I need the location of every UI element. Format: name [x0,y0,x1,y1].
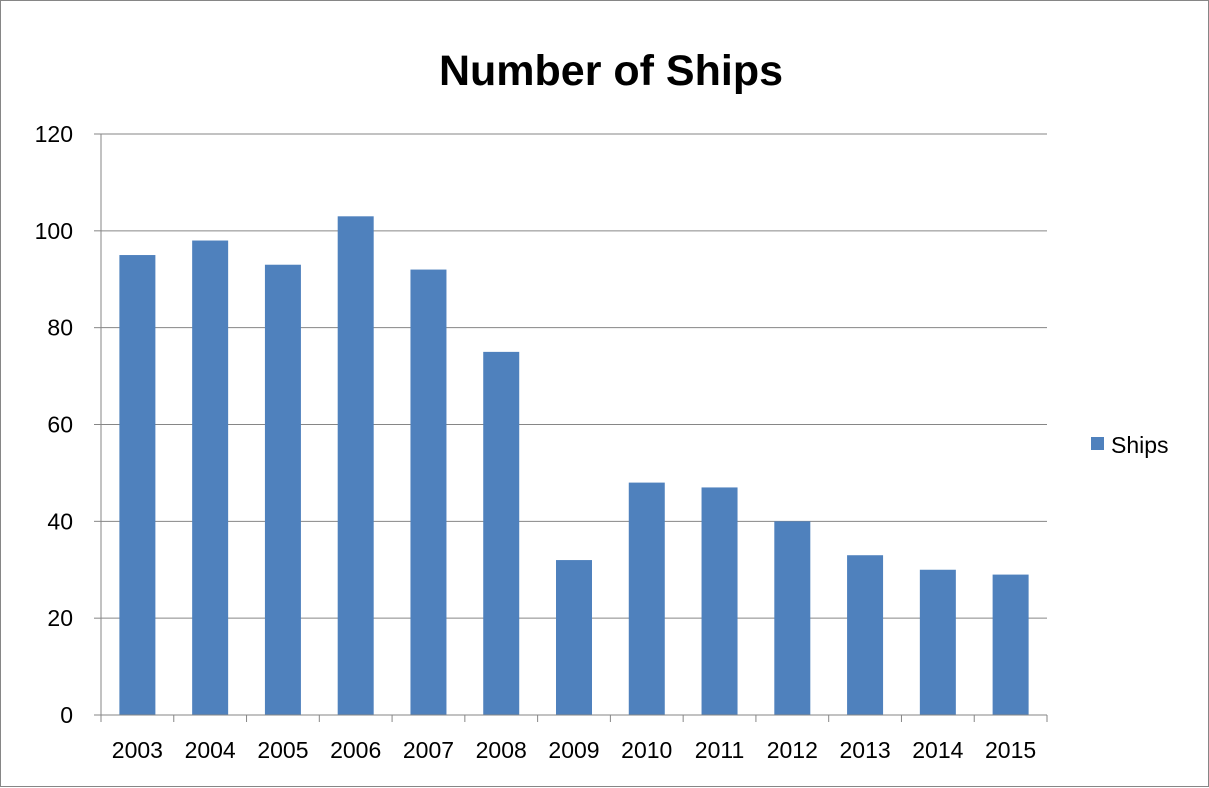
x-tick-labels: 2003 2004 2005 2006 2007 2008 2009 2010 2011 2012… [112,737,1036,763]
y-tick-label-80: 80 [47,315,73,341]
x-tick-label-2010: 2010 [621,737,672,763]
legend-label-ships: Ships [1111,432,1169,458]
bar-2006 [337,216,374,715]
chart-title: Number of Ships [439,47,783,95]
bar-2009 [556,560,592,715]
bar-2008 [483,351,520,715]
x-tick-label-2013: 2013 [839,737,890,763]
x-tick-label-2014: 2014 [912,737,963,763]
bar-2005 [264,264,301,715]
y-tick-label-100: 100 [35,218,73,244]
bar-2004 [192,240,229,715]
x-tick-label-2006: 2006 [330,737,381,763]
y-tick-label-40: 40 [47,508,73,534]
legend-swatch-ships [1091,437,1104,450]
bar-2003 [119,255,156,715]
y-tick-label-0: 0 [60,702,73,728]
bars [119,216,1029,715]
x-tick-label-2008: 2008 [476,737,527,763]
x-tick-label-2009: 2009 [548,737,599,763]
y-tick-label-20: 20 [47,605,73,631]
x-tick-label-2012: 2012 [767,737,818,763]
bar-2011 [701,487,738,715]
x-tick-label-2004: 2004 [185,737,236,763]
x-tick-label-2011: 2011 [695,737,744,763]
gridlines [101,133,1047,619]
bar-2012 [774,521,811,715]
x-tick-label-2003: 2003 [112,737,163,763]
bar-2010 [628,482,665,715]
y-tick-labels: 0 20 40 60 80 100 120 [35,121,73,728]
bar-2007 [410,269,447,715]
y-tick-label-60: 60 [47,412,73,438]
axes [94,133,1048,722]
y-tick-label-120: 120 [35,121,73,147]
x-tick-label-2007: 2007 [403,737,454,763]
x-tick-label-2015: 2015 [985,737,1036,763]
bar-2015 [992,574,1029,715]
bar-2014 [919,569,956,715]
legend: Ships [1091,432,1169,458]
x-tick-label-2005: 2005 [257,737,308,763]
bar-2013 [847,555,884,715]
